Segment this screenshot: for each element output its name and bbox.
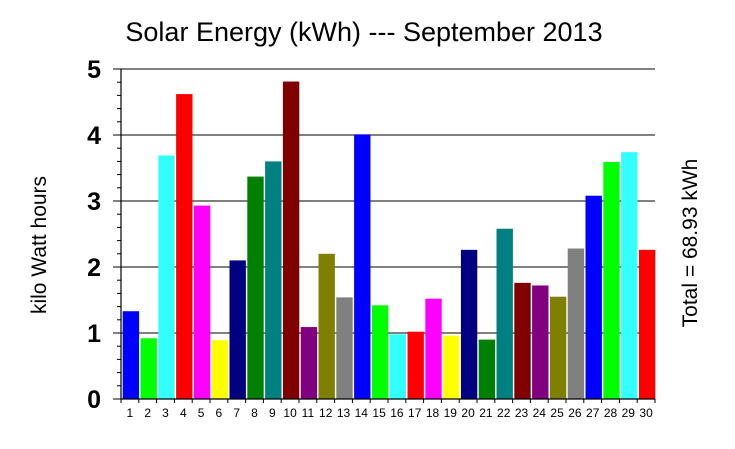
y-axis-label: kilo Watt hours xyxy=(28,176,51,314)
bar-day-4 xyxy=(176,94,193,399)
x-tick-label: 27 xyxy=(586,406,600,420)
bar-day-10 xyxy=(282,81,300,399)
x-tick-label: 20 xyxy=(461,406,475,420)
bar-day-2 xyxy=(140,338,157,399)
bar-day-27 xyxy=(585,195,602,399)
bar-day-20 xyxy=(460,249,478,399)
x-tick-label: 2 xyxy=(144,406,151,420)
x-tick-label: 6 xyxy=(216,406,223,420)
bar-day-13 xyxy=(336,297,353,399)
bar-day-22 xyxy=(496,228,513,399)
x-tick-label: 8 xyxy=(251,406,258,420)
x-tick-label: 3 xyxy=(162,406,169,420)
x-tick-label: 18 xyxy=(426,406,440,420)
bar-day-25 xyxy=(549,296,567,399)
x-tick-label: 10 xyxy=(283,406,297,420)
bar-day-11 xyxy=(300,327,318,399)
bars xyxy=(122,81,656,399)
x-tick-label: 21 xyxy=(479,406,493,420)
x-tick-label: 24 xyxy=(533,406,547,420)
x-tick-label: 13 xyxy=(337,406,351,420)
total-annotation: Total = 68.93 kWh xyxy=(679,159,702,328)
x-tick-label: 11 xyxy=(302,406,315,420)
bar-day-14 xyxy=(354,134,371,399)
y-tick-label: 1 xyxy=(87,320,101,348)
y-tick-label: 5 xyxy=(87,56,101,84)
bar-day-12 xyxy=(318,253,335,399)
x-tick-label: 17 xyxy=(408,406,422,420)
x-tick-label: 30 xyxy=(639,406,653,420)
x-tick-label: 26 xyxy=(568,406,582,420)
bar-day-16 xyxy=(389,334,407,399)
x-tick-label: 28 xyxy=(604,406,618,420)
x-tick-labels: 1 2 3 4 5 6 7 8 9 10 11 12 13 14 15 16 17 18 19 20 21 22 23 24 2… xyxy=(127,406,654,420)
bar-day-1 xyxy=(122,311,140,399)
bar-day-28 xyxy=(603,162,620,399)
x-tick-label: 12 xyxy=(319,406,333,420)
bar-day-18 xyxy=(425,298,442,399)
x-tick-label: 1 xyxy=(127,406,134,420)
axes xyxy=(113,68,656,403)
x-tick-label: 16 xyxy=(390,406,404,420)
bar-day-30 xyxy=(638,249,656,399)
bar-day-9 xyxy=(265,161,282,399)
bar-day-21 xyxy=(478,339,496,399)
x-tick-label: 5 xyxy=(198,406,205,420)
bar-day-7 xyxy=(229,260,246,399)
y-tick-label: 2 xyxy=(87,254,101,282)
bar-day-17 xyxy=(407,331,424,399)
x-tick-label: 9 xyxy=(269,406,276,420)
bar-day-29 xyxy=(621,152,638,399)
bar-day-19 xyxy=(443,335,460,399)
bar-day-24 xyxy=(532,285,549,399)
x-tick-label: 19 xyxy=(444,406,458,420)
bar-day-26 xyxy=(567,248,585,399)
y-tick-label: 3 xyxy=(87,188,101,216)
bar-day-6 xyxy=(211,340,229,399)
x-tick-label: 22 xyxy=(497,406,511,420)
bar-day-3 xyxy=(158,155,175,399)
x-tick-label: 25 xyxy=(550,406,564,420)
y-tick-labels: 0 1 2 3 4 5 xyxy=(87,56,101,414)
x-tick-label: 23 xyxy=(515,406,529,420)
y-tick-label: 0 xyxy=(87,386,101,414)
x-tick-label: 4 xyxy=(180,406,187,420)
x-tick-label: 14 xyxy=(355,406,369,420)
bar-day-23 xyxy=(514,282,531,399)
bar-day-8 xyxy=(247,176,264,399)
chart-title: Solar Energy (kWh) --- September 2013 xyxy=(125,17,602,47)
x-tick-label: 15 xyxy=(372,406,386,420)
y-tick-label: 4 xyxy=(87,122,101,150)
x-tick-label: 29 xyxy=(622,406,636,420)
bar-day-15 xyxy=(371,305,389,399)
bar-day-5 xyxy=(193,205,211,399)
x-tick-label: 7 xyxy=(233,406,240,420)
